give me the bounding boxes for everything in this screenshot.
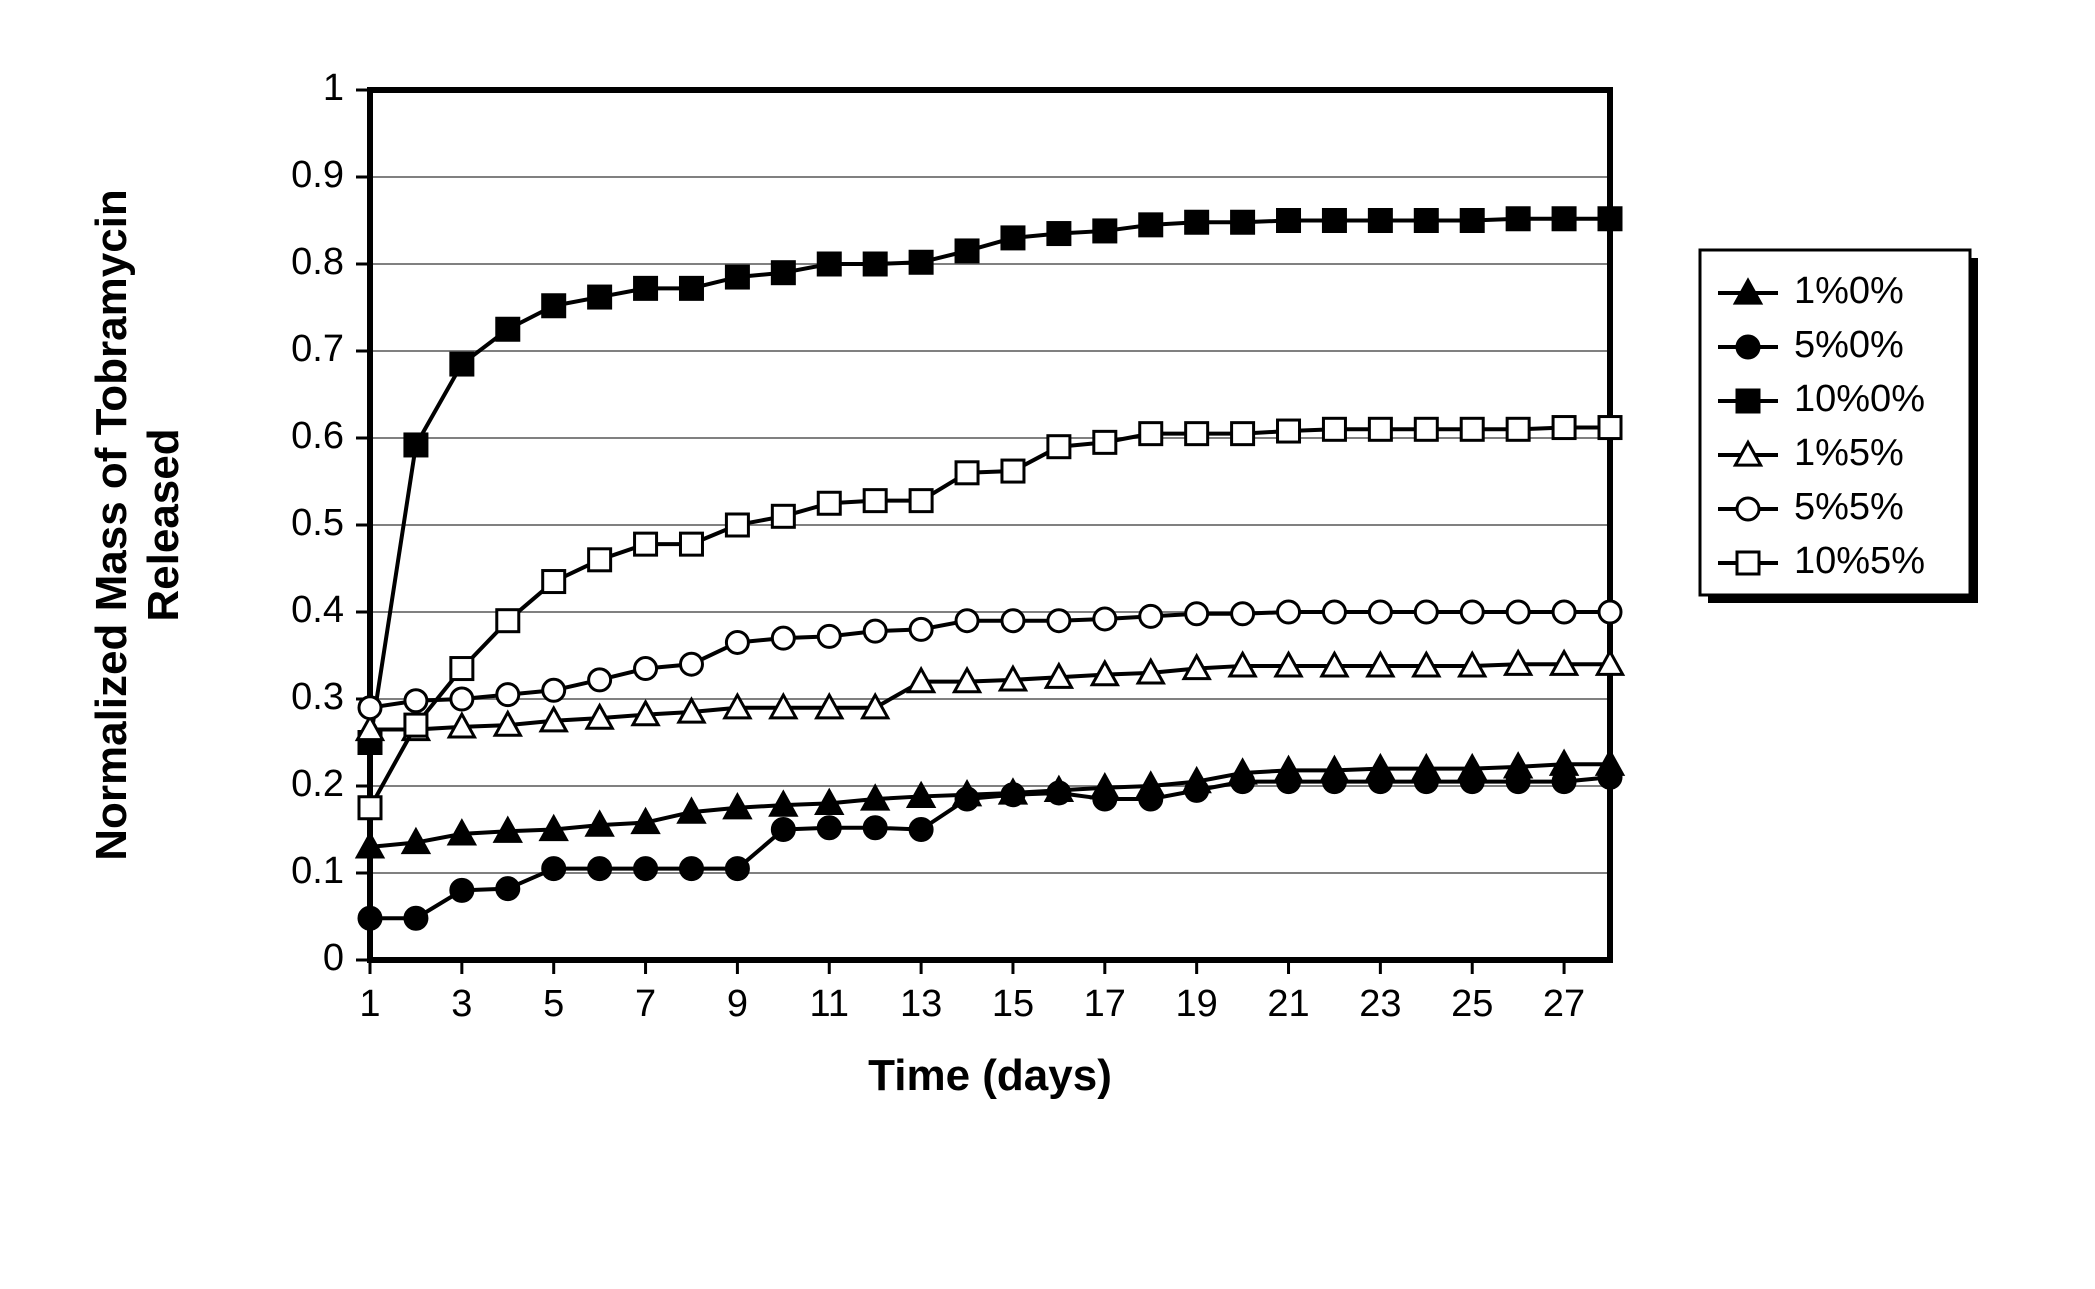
x-tick-label: 11 [810, 983, 849, 1025]
legend-label: 5%5% [1794, 486, 1904, 528]
x-tick-label: 19 [1176, 983, 1218, 1025]
y-tick-label: 0.9 [291, 154, 344, 196]
x-tick-label: 25 [1451, 983, 1493, 1025]
x-tick-label: 3 [451, 983, 472, 1025]
y-axis-label: Normalized Mass of TobramycinReleased [87, 189, 188, 861]
x-tick-label: 7 [635, 983, 656, 1025]
chart-svg: 00.10.20.30.40.50.60.70.80.9113579111315… [0, 0, 2095, 1289]
y-tick-label: 0 [323, 937, 344, 979]
y-tick-label: 0.3 [291, 676, 344, 718]
x-tick-label: 13 [900, 983, 942, 1025]
x-tick-label: 27 [1543, 983, 1585, 1025]
legend-label: 10%0% [1794, 378, 1925, 420]
x-tick-label: 9 [727, 983, 748, 1025]
y-tick-label: 0.5 [291, 502, 344, 544]
y-tick-label: 0.6 [291, 415, 344, 457]
x-tick-label: 1 [359, 983, 380, 1025]
x-axis-label: Time (days) [868, 1051, 1112, 1100]
y-tick-label: 1 [323, 67, 344, 109]
y-tick-label: 0.4 [291, 589, 344, 631]
y-tick-label: 0.7 [291, 328, 344, 370]
legend-label: 1%5% [1794, 432, 1904, 474]
x-tick-label: 23 [1359, 983, 1401, 1025]
legend-label: 10%5% [1794, 540, 1925, 582]
svg-text:Normalized Mass of Tobramycin: Normalized Mass of Tobramycin [87, 189, 136, 861]
series-s1 [357, 752, 1622, 857]
series-line [370, 777, 1610, 918]
svg-text:Released: Released [139, 428, 188, 621]
series-s2 [359, 766, 1621, 929]
x-tick-label: 21 [1267, 983, 1309, 1025]
y-tick-label: 0.1 [291, 850, 344, 892]
y-tick-label: 0.8 [291, 241, 344, 283]
series-s5 [359, 601, 1621, 719]
legend-label: 5%0% [1794, 324, 1904, 366]
y-tick-label: 0.2 [291, 763, 344, 805]
x-tick-label: 15 [992, 983, 1034, 1025]
chart-container: 00.10.20.30.40.50.60.70.80.9113579111315… [0, 0, 2095, 1289]
legend-label: 1%0% [1794, 270, 1904, 312]
x-tick-label: 5 [543, 983, 564, 1025]
x-tick-label: 17 [1084, 983, 1126, 1025]
